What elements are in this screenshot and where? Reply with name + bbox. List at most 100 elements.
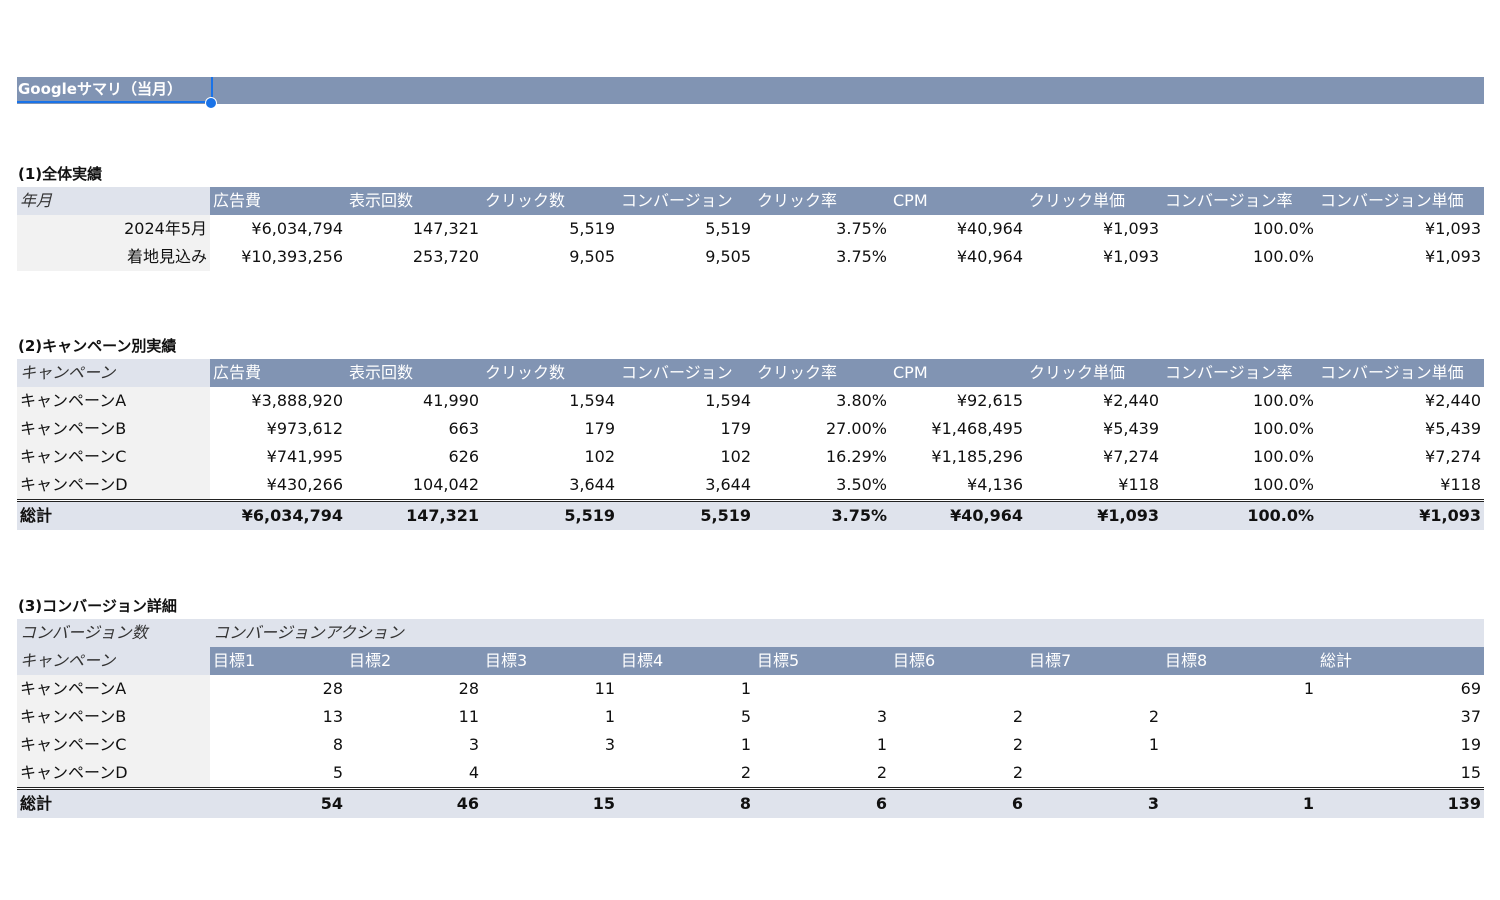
header-cell[interactable]: キャンペーン — [17, 647, 210, 675]
data-cell[interactable]: 8 — [332, 735, 343, 754]
header-cell[interactable]: クリック単価 — [1026, 359, 1162, 387]
header-cell[interactable]: キャンペーン — [17, 359, 210, 387]
header-cell[interactable]: CPM — [890, 359, 1026, 387]
data-cell[interactable]: 100.0% — [1252, 419, 1314, 438]
row-label-cell[interactable]: キャンペーンA — [17, 675, 210, 703]
data-cell[interactable]: 2 — [1148, 707, 1159, 726]
data-cell[interactable]: 3.75% — [836, 247, 887, 266]
total-cell[interactable]: 3 — [1026, 787, 1162, 818]
data-cell[interactable]: 663 — [448, 419, 479, 438]
data-cell[interactable]: 41,990 — [423, 391, 479, 410]
header-cell[interactable]: 広告費 — [210, 187, 346, 215]
data-cell[interactable]: 4 — [468, 763, 479, 782]
row-label-cell[interactable]: 着地見込み — [17, 243, 210, 271]
header-cell[interactable]: クリック単価 — [1026, 187, 1162, 215]
data-cell[interactable]: 1 — [876, 735, 887, 754]
header-cell[interactable]: 目標5 — [754, 647, 890, 675]
data-cell[interactable]: ¥2,440 — [1425, 391, 1481, 410]
data-cell[interactable]: 102 — [584, 447, 615, 466]
data-cell[interactable] — [1162, 731, 1317, 759]
data-cell[interactable]: 147,321 — [412, 219, 479, 238]
header-cell[interactable]: 目標8 — [1162, 647, 1317, 675]
header-cell[interactable]: コンバージョン率 — [1162, 187, 1317, 215]
data-cell[interactable]: ¥1,093 — [1103, 219, 1159, 238]
data-cell[interactable] — [890, 675, 1026, 703]
header-cell[interactable]: 目標2 — [346, 647, 482, 675]
data-cell[interactable]: 37 — [1460, 707, 1481, 726]
data-cell[interactable]: ¥10,393,256 — [241, 247, 343, 266]
header-cell[interactable]: 目標7 — [1026, 647, 1162, 675]
total-cell[interactable]: 15 — [482, 787, 618, 818]
data-cell[interactable]: 9,505 — [569, 247, 615, 266]
data-cell[interactable]: 3.50% — [836, 475, 887, 494]
data-cell[interactable]: ¥7,274 — [1103, 447, 1159, 466]
data-cell[interactable]: 3,644 — [569, 475, 615, 494]
data-cell[interactable]: 2 — [876, 763, 887, 782]
data-cell[interactable]: 3 — [468, 735, 479, 754]
data-cell[interactable]: 11 — [458, 707, 479, 726]
data-cell[interactable]: 3.75% — [836, 219, 887, 238]
row-label-cell[interactable]: キャンペーンB — [17, 703, 210, 731]
header-cell[interactable]: コンバージョン — [618, 359, 754, 387]
data-cell[interactable]: 15 — [1460, 763, 1481, 782]
data-cell[interactable]: 2 — [1012, 735, 1023, 754]
header-cell[interactable]: コンバージョン — [618, 187, 754, 215]
total-cell[interactable]: 8 — [618, 787, 754, 818]
data-cell[interactable]: 5 — [740, 707, 751, 726]
data-cell[interactable] — [482, 759, 618, 789]
data-cell[interactable]: 104,042 — [412, 475, 479, 494]
data-cell[interactable]: 3.80% — [836, 391, 887, 410]
data-cell[interactable]: ¥1,093 — [1103, 247, 1159, 266]
data-cell[interactable]: 1 — [604, 707, 615, 726]
header-cell[interactable]: 目標1 — [210, 647, 346, 675]
data-cell[interactable]: 27.00% — [825, 419, 887, 438]
data-cell[interactable]: ¥92,615 — [956, 391, 1023, 410]
header-cell[interactable]: クリック率 — [754, 359, 890, 387]
data-cell[interactable] — [1162, 703, 1317, 731]
data-cell[interactable]: ¥1,093 — [1425, 219, 1481, 238]
data-cell[interactable]: 100.0% — [1252, 219, 1314, 238]
selection-fill-handle[interactable] — [205, 97, 217, 109]
data-cell[interactable]: 1 — [740, 679, 751, 698]
data-cell[interactable]: ¥40,964 — [956, 247, 1023, 266]
total-label-cell[interactable]: 総計 — [17, 787, 210, 818]
data-cell[interactable]: ¥40,964 — [956, 219, 1023, 238]
total-cell[interactable]: ¥40,964 — [890, 499, 1026, 530]
total-cell[interactable]: 54 — [210, 787, 346, 818]
data-cell[interactable]: 69 — [1460, 679, 1481, 698]
data-cell[interactable]: 1 — [1303, 679, 1314, 698]
data-cell[interactable]: 100.0% — [1252, 391, 1314, 410]
data-cell[interactable]: ¥741,995 — [266, 447, 343, 466]
header-cell[interactable]: CPM — [890, 187, 1026, 215]
data-cell[interactable]: 1 — [1148, 735, 1159, 754]
data-cell[interactable]: 16.29% — [825, 447, 887, 466]
data-cell[interactable]: ¥7,274 — [1425, 447, 1481, 466]
total-cell[interactable]: 1 — [1162, 787, 1317, 818]
data-cell[interactable]: ¥1,185,296 — [931, 447, 1023, 466]
header-cell[interactable]: 目標4 — [618, 647, 754, 675]
data-cell[interactable]: 28 — [458, 679, 479, 698]
data-cell[interactable]: 1,594 — [569, 391, 615, 410]
row-label-cell[interactable]: キャンペーンC — [17, 731, 210, 759]
row-label-cell[interactable]: キャンペーンC — [17, 443, 210, 471]
total-cell[interactable]: 3.75% — [754, 499, 890, 530]
row-label-cell[interactable]: キャンペーンA — [17, 387, 210, 415]
total-label-cell[interactable]: 総計 — [17, 499, 210, 530]
header-cell[interactable]: 目標3 — [482, 647, 618, 675]
data-cell[interactable]: 100.0% — [1252, 247, 1314, 266]
group-header-cell[interactable]: コンバージョンアクション — [210, 619, 1484, 647]
data-cell[interactable]: 626 — [448, 447, 479, 466]
data-cell[interactable]: 9,505 — [705, 247, 751, 266]
data-cell[interactable]: 100.0% — [1252, 447, 1314, 466]
data-cell[interactable]: 1,594 — [705, 391, 751, 410]
header-cell[interactable]: コンバージョン単価 — [1317, 187, 1484, 215]
data-cell[interactable]: 3,644 — [705, 475, 751, 494]
data-cell[interactable]: ¥2,440 — [1103, 391, 1159, 410]
data-cell[interactable] — [754, 675, 890, 703]
data-cell[interactable]: 1 — [740, 735, 751, 754]
total-cell[interactable]: 6 — [754, 787, 890, 818]
data-cell[interactable]: 102 — [720, 447, 751, 466]
data-cell[interactable]: 5 — [332, 763, 343, 782]
data-cell[interactable]: 179 — [720, 419, 751, 438]
total-cell[interactable]: 100.0% — [1162, 499, 1317, 530]
